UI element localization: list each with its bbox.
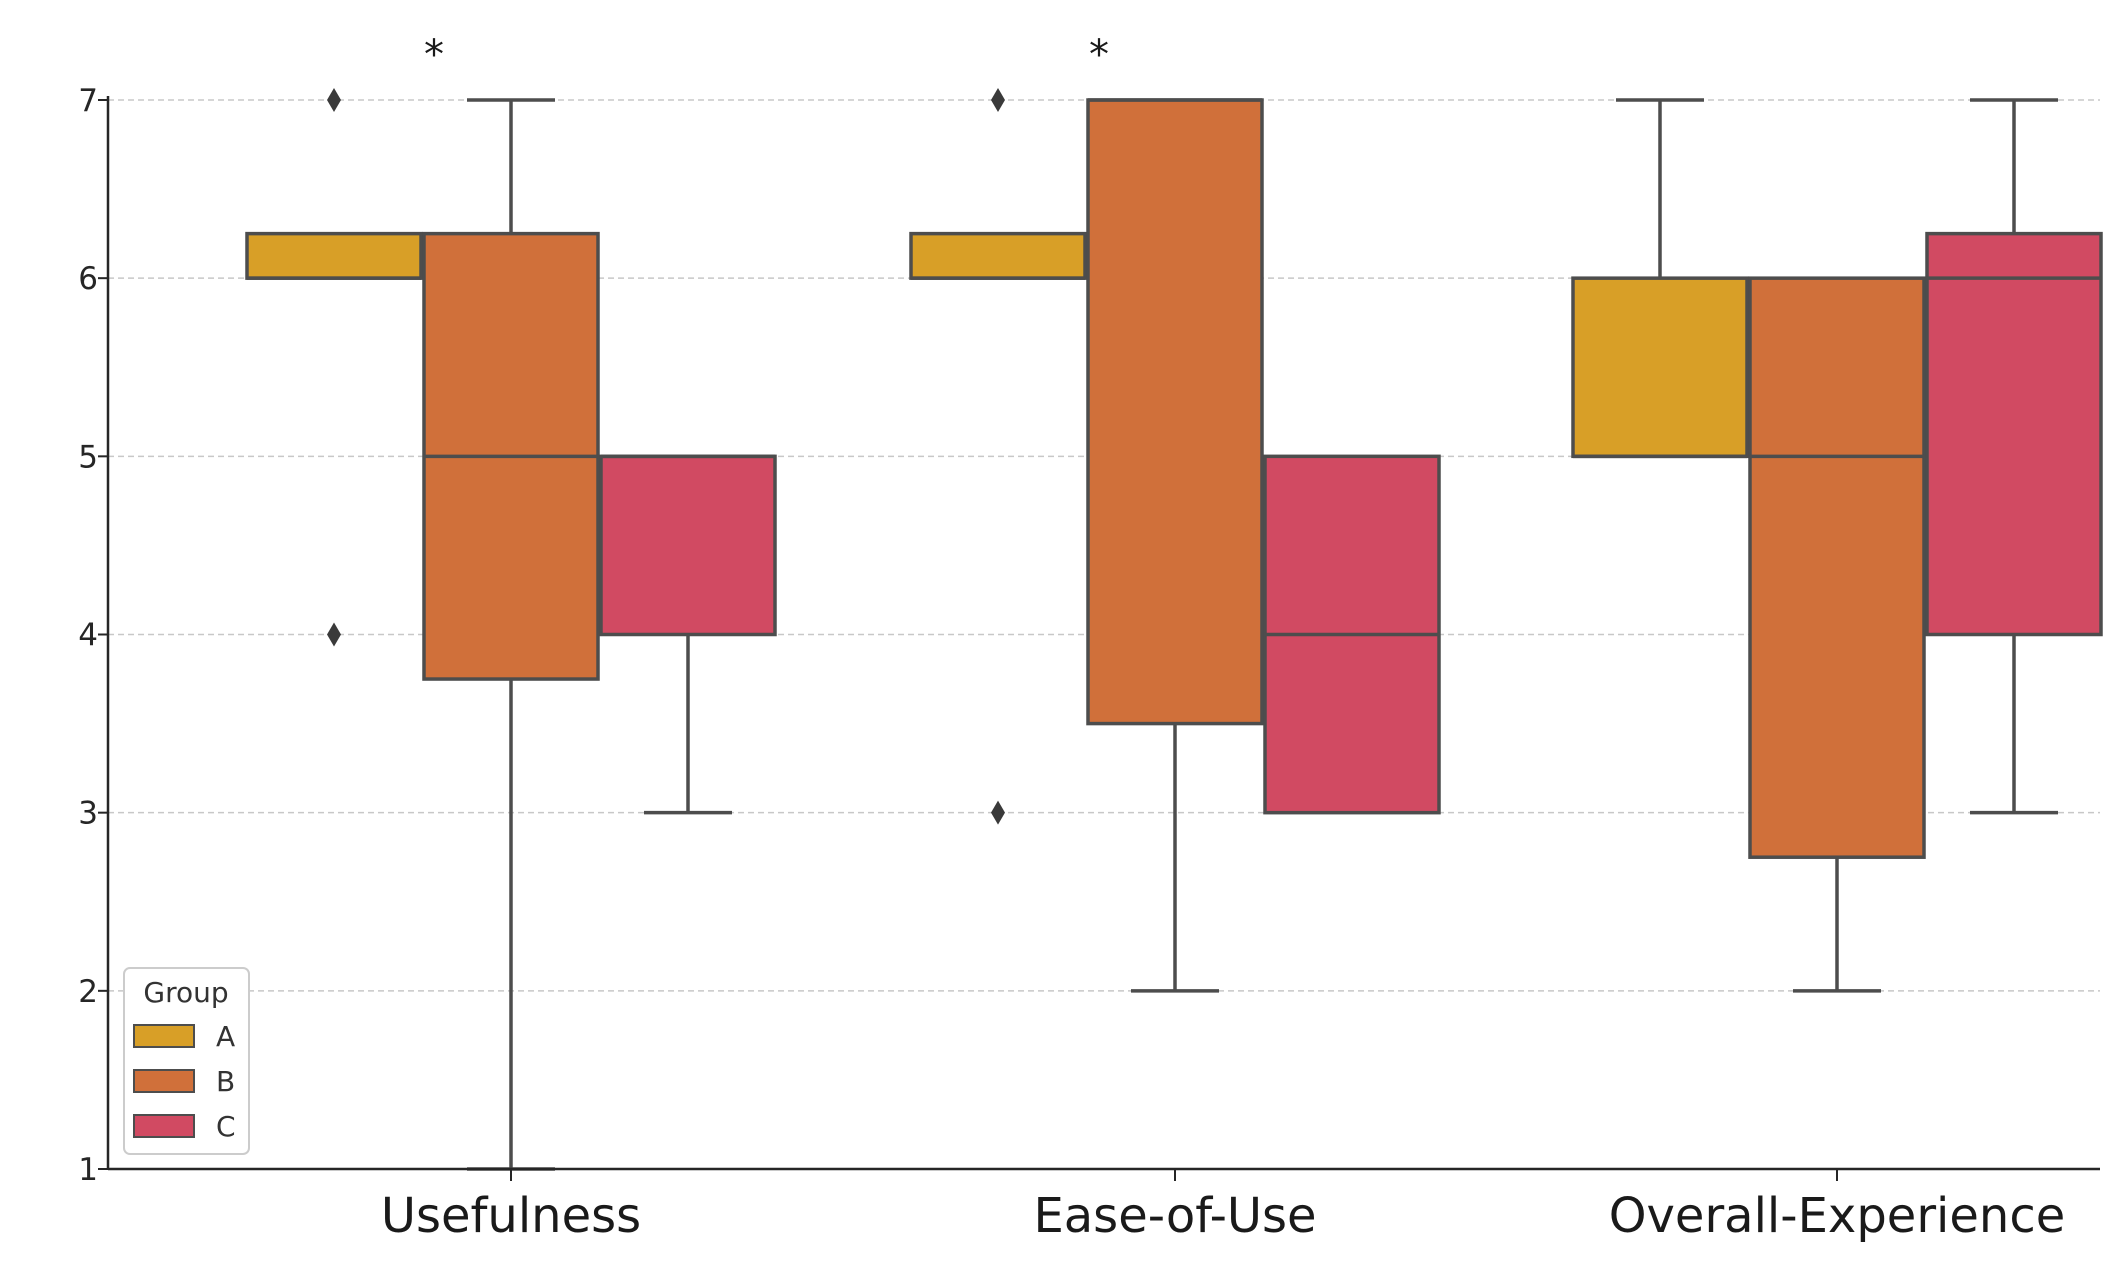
y-tick-label-6: 6 <box>78 261 98 297</box>
legend-items: ABC <box>133 1020 236 1143</box>
outlier-point <box>327 88 341 112</box>
y-tick-label-5: 5 <box>78 439 98 475</box>
legend: Group ABC <box>123 967 250 1155</box>
legend-label-A: A <box>216 1020 235 1053</box>
box-body <box>1748 276 1926 859</box>
box-body <box>599 454 777 637</box>
box-C-usefulness <box>599 454 777 815</box>
box-B-ease-of-use <box>1086 98 1264 993</box>
box-B-usefulness <box>422 98 600 1171</box>
box-A-usefulness <box>245 88 423 647</box>
y-tick-label-7: 7 <box>78 83 98 119</box>
legend-swatch-A <box>133 1024 195 1048</box>
legend-swatch-C <box>133 1114 195 1138</box>
outlier-point <box>327 622 341 647</box>
legend-swatch-B <box>133 1069 195 1093</box>
box-C-ease-of-use <box>1263 454 1441 815</box>
x-tick-label-ease-of-use: Ease-of-Use <box>1033 1188 1316 1244</box>
box-body <box>1086 98 1264 726</box>
legend-title: Group <box>143 976 228 1009</box>
box-A-overall-experience <box>1571 98 1749 459</box>
box-body <box>909 231 1087 280</box>
box-A-ease-of-use <box>909 88 1087 825</box>
significance-annotations: * * <box>424 32 1109 78</box>
y-tick-label-4: 4 <box>78 618 98 654</box>
significance-star-usefulness: * <box>424 32 444 78</box>
outlier-point <box>991 88 1005 112</box>
x-tick-label-usefulness: Usefulness <box>381 1188 641 1244</box>
legend-frame <box>123 967 250 1155</box>
box-plot-boxes <box>245 88 2103 1171</box>
legend-label-C: C <box>216 1110 236 1143</box>
outlier-point <box>991 800 1005 825</box>
box-B-overall-experience <box>1748 276 1926 993</box>
axes: 1 2 3 4 5 6 7 Usefulness Ease-of-Use Overall-Expe… <box>78 83 2100 1244</box>
box-body <box>1925 231 2103 637</box>
significance-star-ease-of-use: * <box>1089 32 1109 78</box>
box-C-overall-experience <box>1925 98 2103 815</box>
box-body <box>245 231 423 280</box>
y-tick-label-3: 3 <box>78 796 98 832</box>
y-tick-label-1: 1 <box>78 1152 98 1188</box>
box-body <box>1571 276 1749 459</box>
x-tick-label-overall-experience: Overall-Experience <box>1609 1188 2066 1244</box>
legend-label-B: B <box>216 1065 235 1098</box>
y-tick-label-2: 2 <box>78 974 98 1010</box>
